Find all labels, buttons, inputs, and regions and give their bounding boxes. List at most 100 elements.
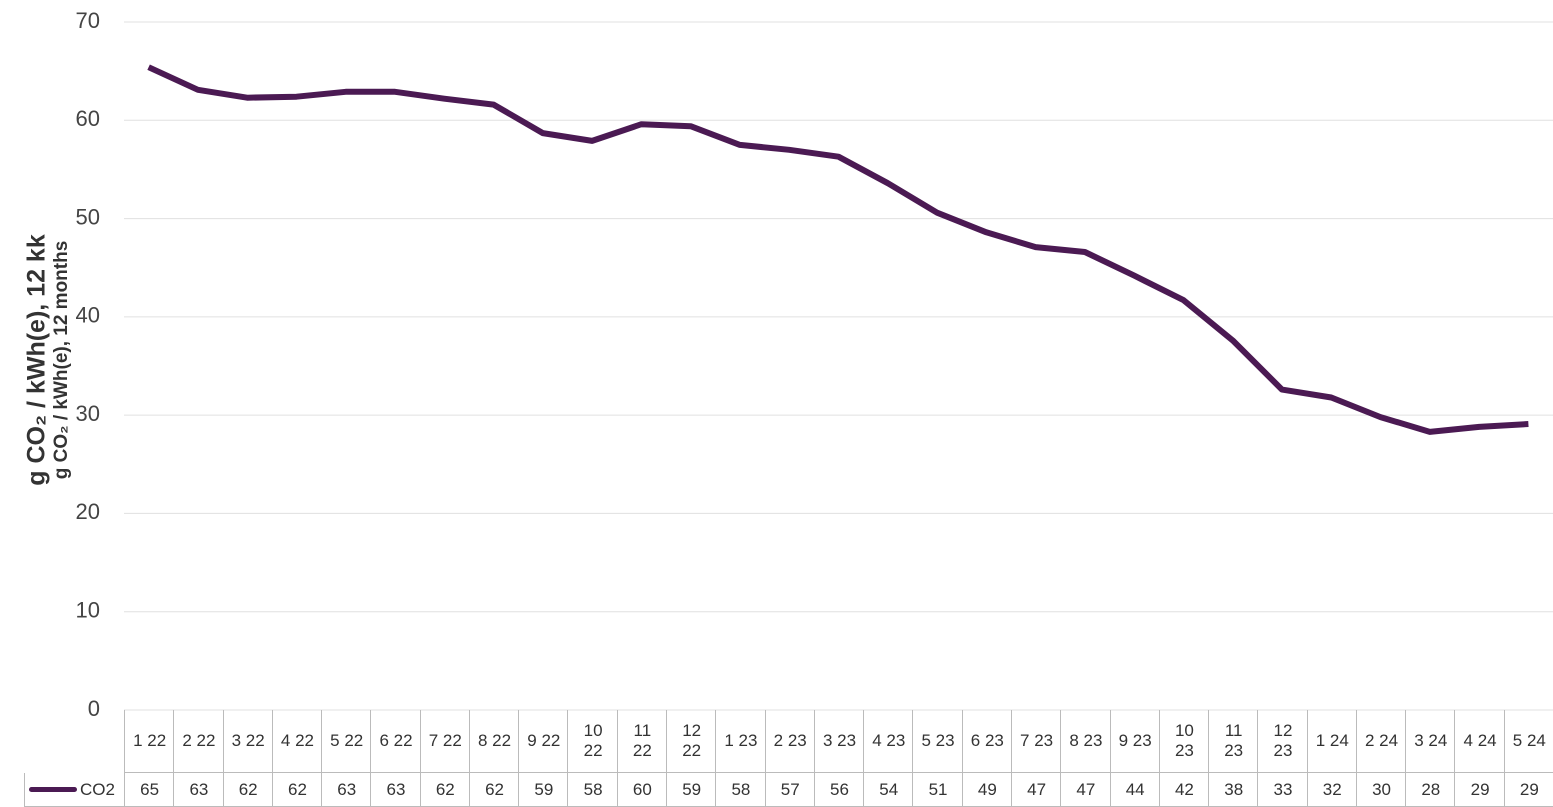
x-tick-label: 9 23	[1109, 710, 1160, 773]
table-value-text: 30	[1372, 779, 1391, 799]
table-value-text: 29	[1470, 779, 1490, 799]
x-tick-label-text: 12 23	[1273, 721, 1293, 760]
table-value: 62	[468, 773, 520, 807]
table-value: 47	[1010, 773, 1062, 807]
x-tick-label: 1 23	[715, 710, 766, 773]
x-tick-label: 11 23	[1208, 710, 1259, 773]
table-value: 29	[1454, 773, 1505, 807]
table-value: 59	[666, 773, 717, 807]
table-value-text: 38	[1224, 779, 1244, 799]
table-value: 42	[1158, 773, 1210, 807]
table-value: 62	[419, 773, 470, 807]
table-value-text: 44	[1125, 779, 1145, 799]
table-value-text: 60	[632, 779, 652, 799]
x-tick-label-text: 10 23	[1174, 721, 1194, 760]
x-tick-label-text: 4 23	[872, 731, 906, 750]
y-tick-label: 60	[76, 106, 100, 131]
table-value-text: 65	[140, 779, 160, 799]
x-tick-label: 5 22	[321, 710, 372, 773]
y-tick-label: 30	[76, 401, 100, 426]
table-value: 54	[863, 773, 914, 807]
table-value-text: 63	[337, 779, 357, 799]
x-tick-label: 2 22	[173, 710, 224, 773]
table-value-text: 47	[1027, 779, 1047, 799]
table-value-text: 54	[879, 779, 899, 799]
table-value-text: 59	[534, 779, 554, 799]
x-tick-label: 3 23	[813, 710, 865, 773]
x-tick-label-text: 8 23	[1069, 731, 1103, 750]
table-value-text: 63	[386, 779, 406, 799]
x-tick-label-text: 11 22	[632, 721, 652, 760]
table-value-text: 29	[1519, 779, 1539, 799]
x-tick-label-text: 2 23	[773, 731, 807, 750]
table-value: 62	[222, 773, 273, 807]
table-value-text: 62	[485, 779, 505, 799]
y-tick-label: 50	[76, 204, 100, 229]
table-value: 65	[124, 773, 175, 807]
x-tick-label: 8 23	[1060, 710, 1111, 773]
table-value: 60	[616, 773, 668, 807]
x-tick-label: 4 23	[863, 710, 914, 773]
x-tick-label-text: 3 23	[822, 731, 857, 750]
x-tick-label: 10 23	[1158, 710, 1210, 773]
x-tick-label-text: 9 22	[527, 731, 561, 750]
x-tick-label: 5 23	[912, 710, 963, 773]
x-tick-label: 12 23	[1257, 710, 1308, 773]
x-tick-label-text: 1 23	[724, 731, 758, 750]
x-tick-label: 7 23	[1010, 710, 1062, 773]
table-value: 63	[370, 773, 421, 807]
x-tick-label-text: 8 22	[478, 731, 512, 750]
x-tick-label: 7 22	[419, 710, 470, 773]
x-tick-label: 4 22	[271, 710, 323, 773]
table-value-text: 32	[1322, 779, 1342, 799]
table-value: 58	[567, 773, 618, 807]
y-tick-label: 20	[76, 499, 100, 524]
x-tick-label: 3 24	[1405, 710, 1456, 773]
x-tick-label-text: 10 22	[583, 721, 603, 760]
x-tick-label-text: 1 22	[133, 731, 167, 750]
x-tick-label: 2 24	[1355, 710, 1407, 773]
table-value-text: 58	[583, 779, 603, 799]
table-value-text: 62	[435, 779, 455, 799]
x-tick-label-text: 3 24	[1414, 731, 1448, 750]
x-tick-label-text: 3 22	[231, 731, 265, 750]
x-tick-label-text: 4 22	[280, 731, 314, 750]
table-value-text: 62	[287, 779, 307, 799]
legend-swatch	[29, 787, 77, 792]
table-value: 56	[813, 773, 865, 807]
table-value: 32	[1306, 773, 1357, 807]
x-tick-label: 9 22	[518, 710, 569, 773]
table-value: 38	[1208, 773, 1259, 807]
x-tick-label-text: 6 22	[379, 731, 413, 750]
table-value-text: 51	[928, 779, 948, 799]
x-tick-label-text: 5 24	[1512, 731, 1546, 750]
legend-cell: CO2	[24, 773, 124, 807]
table-value-text: 63	[189, 779, 209, 799]
table-value: 28	[1405, 773, 1456, 807]
y-tick-label: 10	[76, 598, 100, 623]
table-value: 63	[321, 773, 372, 807]
table-value-text: 49	[977, 779, 997, 799]
y-tick-label: 70	[76, 8, 100, 33]
table-value-text: 47	[1076, 779, 1096, 799]
table-value-text: 62	[238, 779, 258, 799]
table-value: 62	[271, 773, 323, 807]
table-value: 51	[912, 773, 963, 807]
table-value-text: 28	[1421, 779, 1441, 799]
x-tick-label: 1 24	[1306, 710, 1357, 773]
table-value: 58	[715, 773, 766, 807]
x-tick-label: 4 24	[1454, 710, 1505, 773]
x-tick-label-text: 5 23	[921, 731, 955, 750]
table-value: 63	[173, 773, 224, 807]
x-tick-label: 12 22	[666, 710, 717, 773]
x-tick-label: 11 22	[616, 710, 668, 773]
y-tick-label: 0	[88, 696, 100, 721]
x-tick-label: 10 22	[567, 710, 618, 773]
table-value-text: 42	[1174, 779, 1194, 799]
x-tick-label: 3 22	[222, 710, 273, 773]
x-tick-label: 2 23	[764, 710, 815, 773]
table-value-text: 57	[780, 779, 800, 799]
table-value: 49	[961, 773, 1012, 807]
table-value-text: 56	[830, 779, 849, 799]
table-value: 33	[1257, 773, 1308, 807]
